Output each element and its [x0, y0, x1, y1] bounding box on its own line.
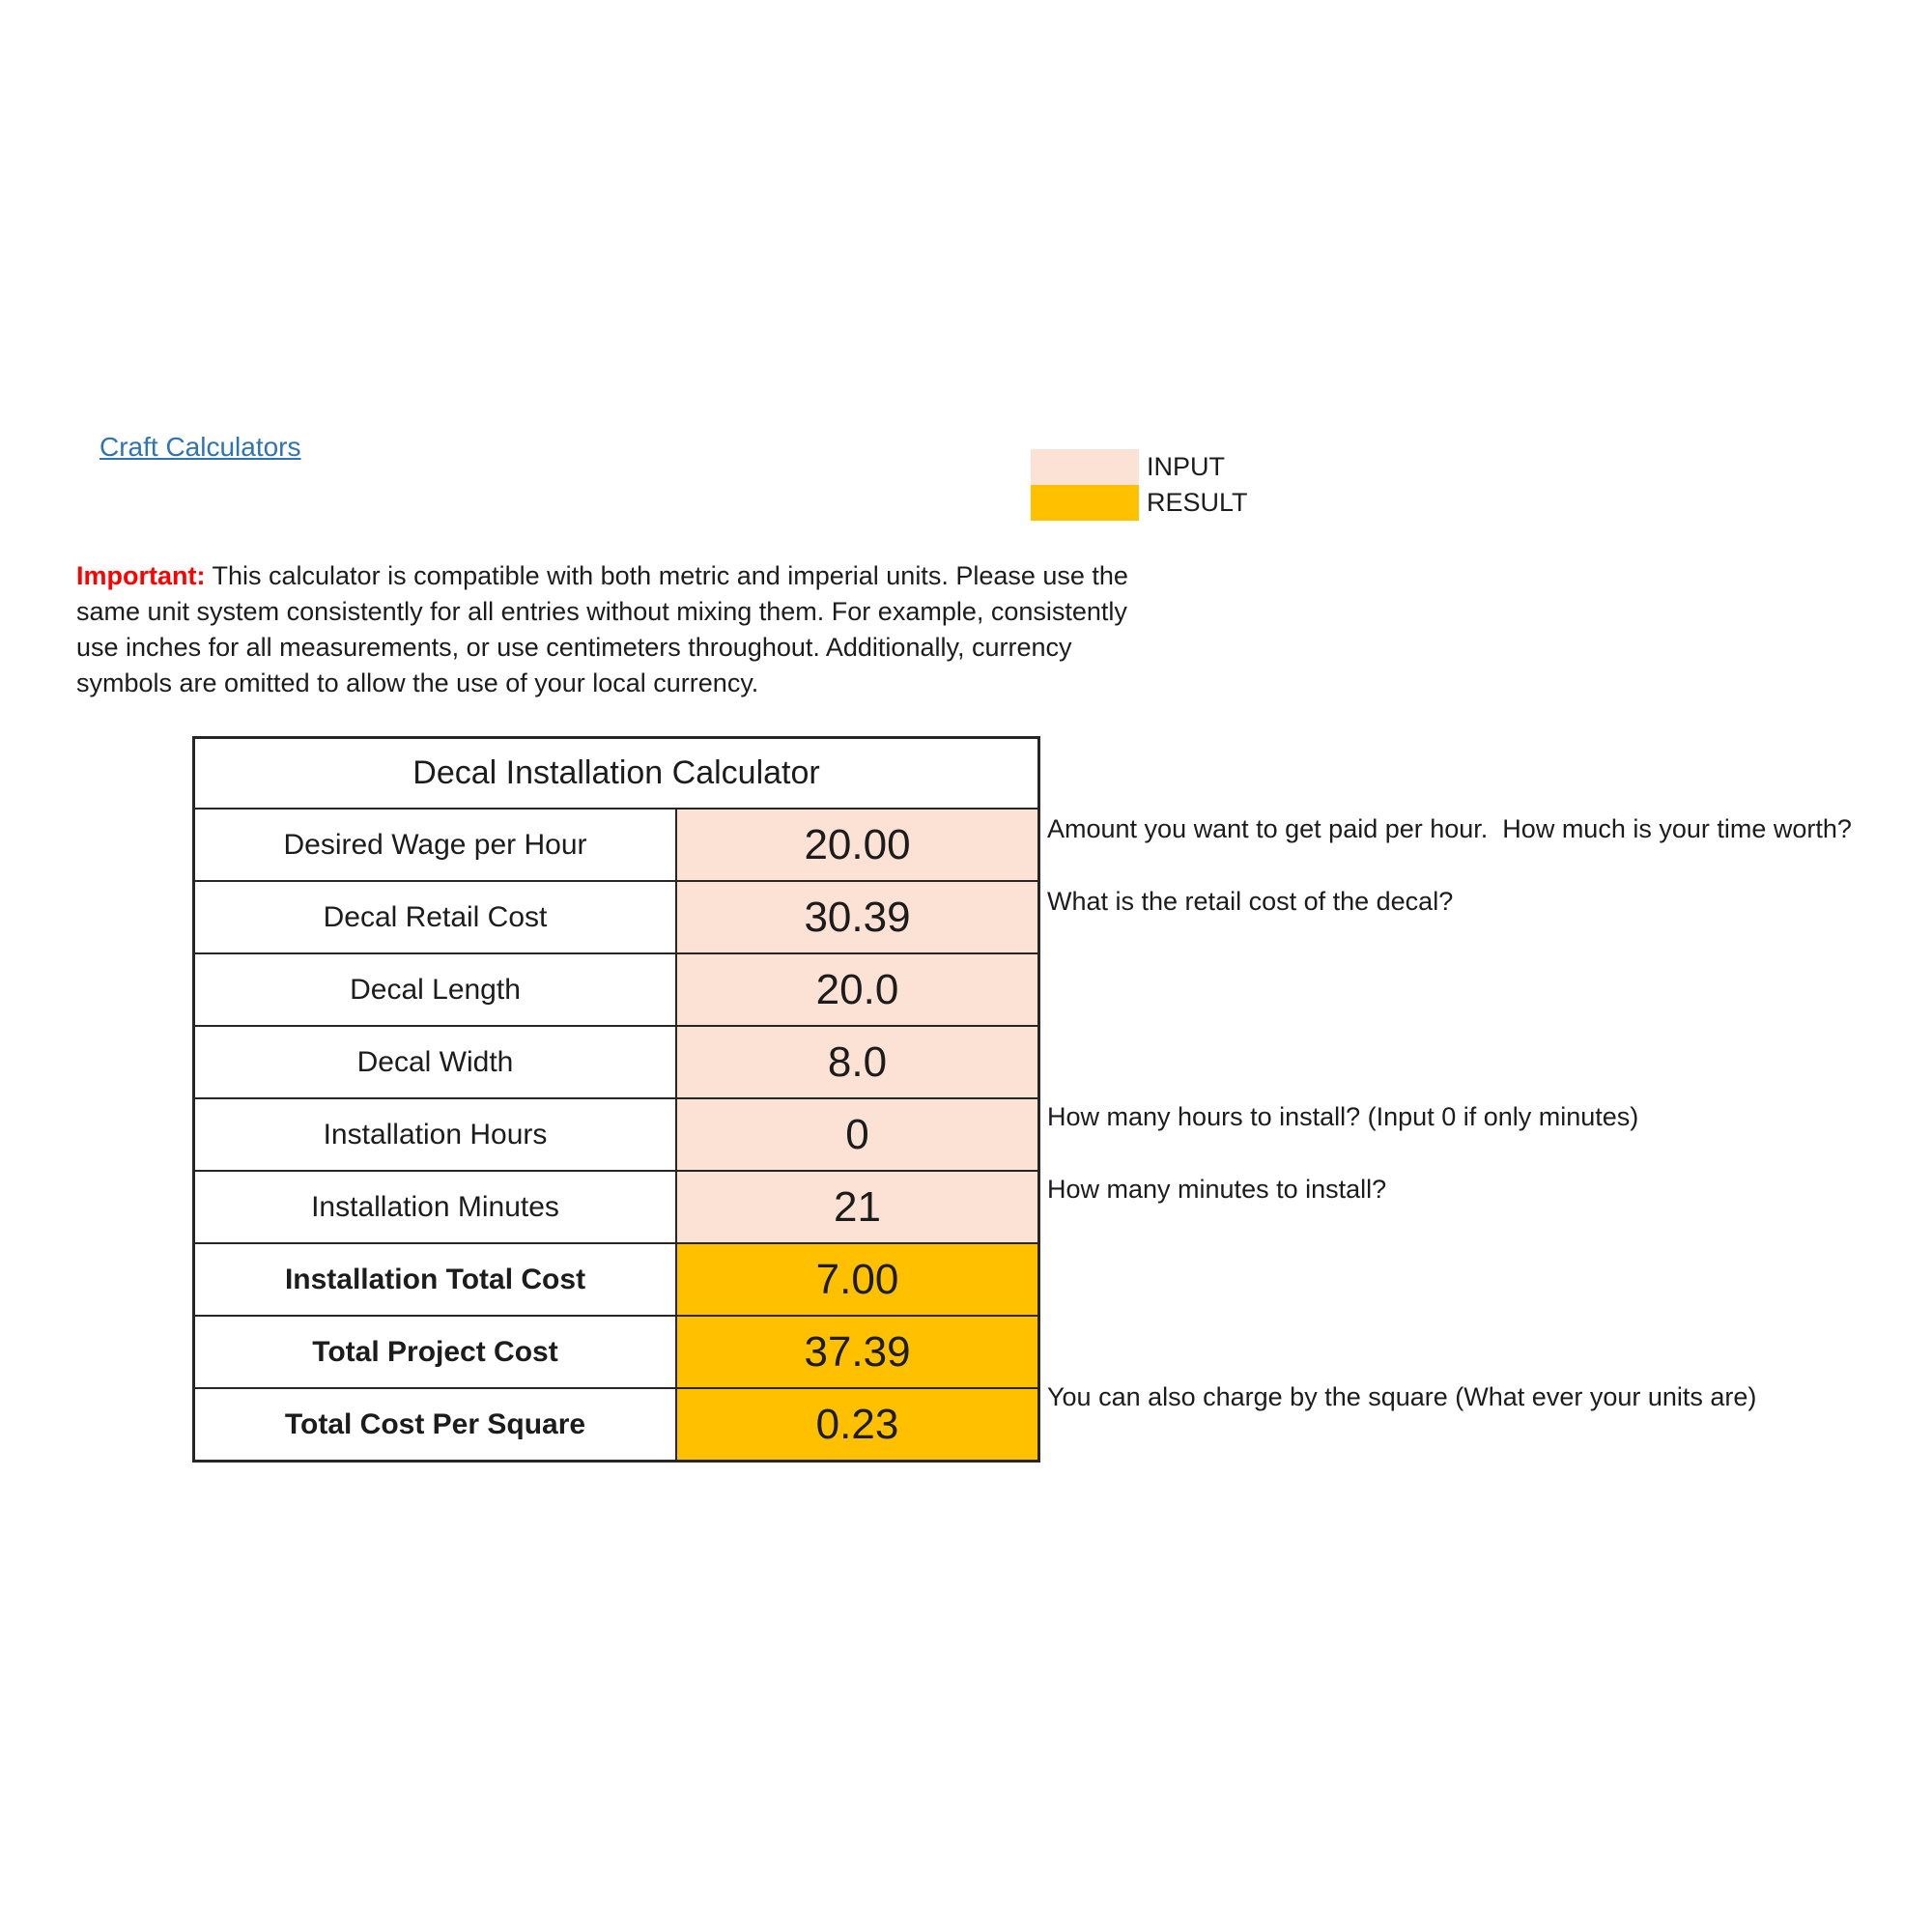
input-cell-decal-retail-cost[interactable]: 30.39	[677, 882, 1037, 952]
legend: INPUT RESULT	[1031, 449, 1248, 521]
row-label-desired-wage: Desired Wage per Hour	[195, 810, 677, 880]
input-cell-installation-minutes[interactable]: 21	[677, 1172, 1037, 1242]
result-cell-installation-total-cost: 7.00	[677, 1244, 1037, 1315]
row-label-total-project-cost: Total Project Cost	[195, 1317, 677, 1387]
row-note-installation-minutes: How many minutes to install?	[1047, 1175, 1387, 1204]
result-cell-total-cost-per-square: 0.23	[677, 1389, 1037, 1460]
decal-installation-calculator-table: Decal Installation Calculator Desired Wa…	[192, 736, 1040, 1463]
row-note-total-cost-per-square: You can also charge by the square (What …	[1047, 1382, 1757, 1411]
table-row: Total Cost Per Square 0.23	[195, 1387, 1037, 1460]
row-note-installation-hours: How many hours to install? (Input 0 if o…	[1047, 1102, 1639, 1131]
table-row: Decal Width 8.0	[195, 1025, 1037, 1097]
result-color-swatch	[1031, 485, 1139, 521]
table-row: Total Project Cost 37.39	[195, 1315, 1037, 1387]
row-label-installation-total-cost: Installation Total Cost	[195, 1244, 677, 1315]
row-note-desired-wage: Amount you want to get paid per hour. Ho…	[1047, 814, 1852, 843]
input-cell-desired-wage[interactable]: 20.00	[677, 810, 1037, 880]
legend-label-result: RESULT	[1147, 488, 1248, 517]
table-row: Installation Hours 0	[195, 1097, 1037, 1170]
input-cell-installation-hours[interactable]: 0	[677, 1099, 1037, 1170]
result-cell-total-project-cost: 37.39	[677, 1317, 1037, 1387]
legend-row-result: RESULT	[1031, 485, 1248, 521]
input-cell-decal-length[interactable]: 20.0	[677, 954, 1037, 1025]
legend-row-input: INPUT	[1031, 449, 1248, 485]
input-cell-decal-width[interactable]: 8.0	[677, 1027, 1037, 1097]
table-title: Decal Installation Calculator	[195, 739, 1037, 808]
row-label-installation-hours: Installation Hours	[195, 1099, 677, 1170]
table-row: Desired Wage per Hour 20.00	[195, 808, 1037, 880]
important-notice: Important: This calculator is compatible…	[76, 558, 1525, 701]
table-row: Decal Retail Cost 30.39	[195, 880, 1037, 952]
table-row: Decal Length 20.0	[195, 952, 1037, 1025]
table-row: Installation Total Cost 7.00	[195, 1242, 1037, 1315]
craft-calculators-link[interactable]: Craft Calculators	[99, 432, 301, 462]
important-notice-text: This calculator is compatible with both …	[76, 561, 1128, 697]
row-label-decal-retail-cost: Decal Retail Cost	[195, 882, 677, 952]
important-label: Important:	[76, 561, 206, 590]
row-label-decal-length: Decal Length	[195, 954, 677, 1025]
input-color-swatch	[1031, 449, 1139, 485]
row-label-decal-width: Decal Width	[195, 1027, 677, 1097]
legend-label-input: INPUT	[1147, 452, 1225, 481]
row-label-total-cost-per-square: Total Cost Per Square	[195, 1389, 677, 1460]
table-row: Installation Minutes 21	[195, 1170, 1037, 1242]
row-label-installation-minutes: Installation Minutes	[195, 1172, 677, 1242]
row-note-decal-retail-cost: What is the retail cost of the decal?	[1047, 887, 1454, 916]
